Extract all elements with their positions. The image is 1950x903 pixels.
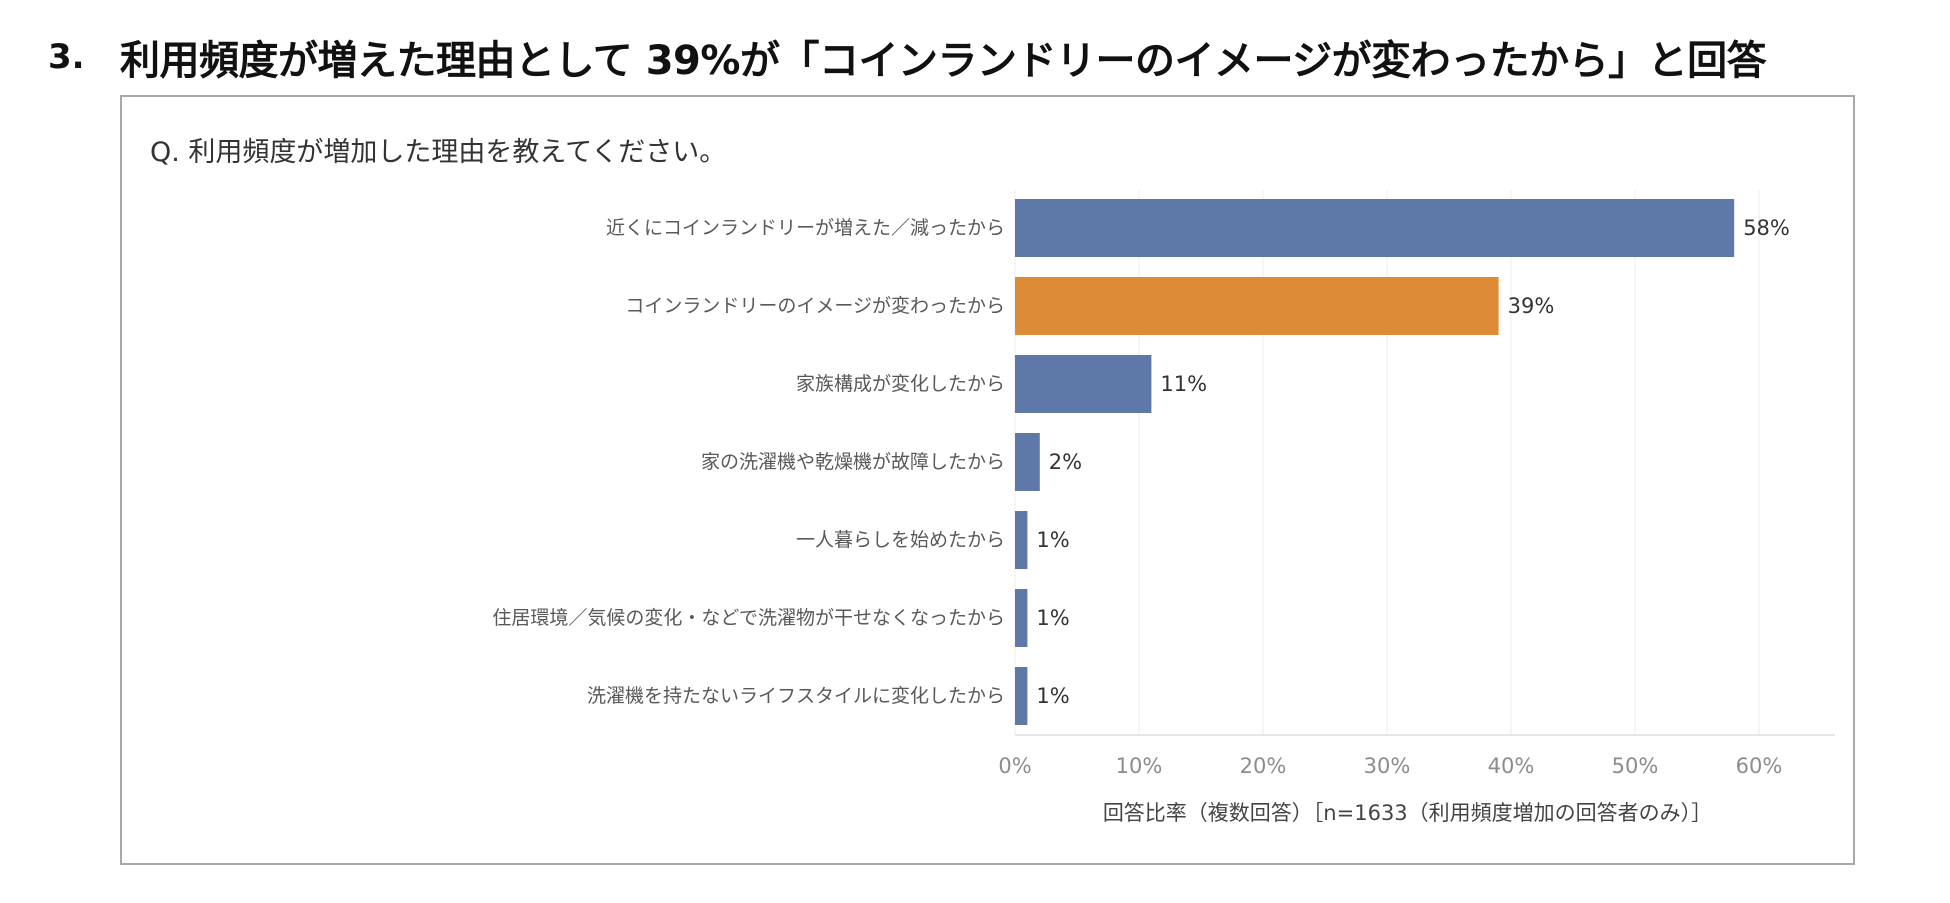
bar-6 bbox=[1015, 667, 1028, 725]
bar-5 bbox=[1015, 589, 1028, 647]
heading-title: 利用頻度が増えた理由として 39%が「コインランドリーのイメージが変わったから」… bbox=[120, 38, 1767, 84]
value-label-0: 58% bbox=[1743, 216, 1790, 240]
value-label-5: 1% bbox=[1036, 606, 1069, 630]
bar-4 bbox=[1015, 511, 1028, 569]
value-label-6: 1% bbox=[1036, 684, 1069, 708]
category-label-0: 近くにコインランドリーが増えた／減ったから bbox=[606, 217, 1005, 239]
x-tick-label-1: 10% bbox=[1116, 754, 1163, 778]
x-tick-label-5: 50% bbox=[1612, 754, 1659, 778]
x-tick-label-6: 60% bbox=[1736, 754, 1783, 778]
category-label-6: 洗濯機を持たないライフスタイルに変化したから bbox=[587, 685, 1005, 707]
value-label-3: 2% bbox=[1049, 450, 1082, 474]
category-label-1: コインランドリーのイメージが変わったから bbox=[625, 295, 1005, 317]
gridlines bbox=[1014, 190, 1760, 735]
category-label-4: 一人暮らしを始めたから bbox=[796, 529, 1005, 551]
value-label-2: 11% bbox=[1160, 372, 1207, 396]
value-label-1: 39% bbox=[1508, 294, 1555, 318]
bar-2 bbox=[1015, 355, 1152, 413]
chart-title: Q. 利用頻度が増加した理由を教えてください。 bbox=[150, 137, 727, 168]
x-tick-label-0: 0% bbox=[998, 754, 1031, 778]
x-tick-label-4: 40% bbox=[1488, 754, 1535, 778]
x-tick-label-3: 30% bbox=[1364, 754, 1411, 778]
value-label-4: 1% bbox=[1036, 528, 1069, 552]
x-axis-title: 回答比率（複数回答）［n=1633（利用頻度増加の回答者のみ）］ bbox=[1103, 801, 1712, 825]
heading-number: 3. bbox=[48, 37, 85, 77]
page-heading: 3. 利用頻度が増えた理由として 39%が「コインランドリーのイメージが変わった… bbox=[48, 22, 1767, 92]
x-tick-label-2: 20% bbox=[1240, 754, 1287, 778]
category-label-5: 住居環境／気候の変化・などで洗濯物が干せなくなったから bbox=[492, 607, 1005, 629]
bar-3 bbox=[1015, 433, 1040, 491]
bar-1 bbox=[1015, 277, 1499, 335]
bar-0 bbox=[1015, 199, 1735, 257]
category-label-2: 家族構成が変化したから bbox=[796, 373, 1005, 395]
category-label-3: 家の洗濯機や乾燥機が故障したから bbox=[701, 451, 1005, 473]
